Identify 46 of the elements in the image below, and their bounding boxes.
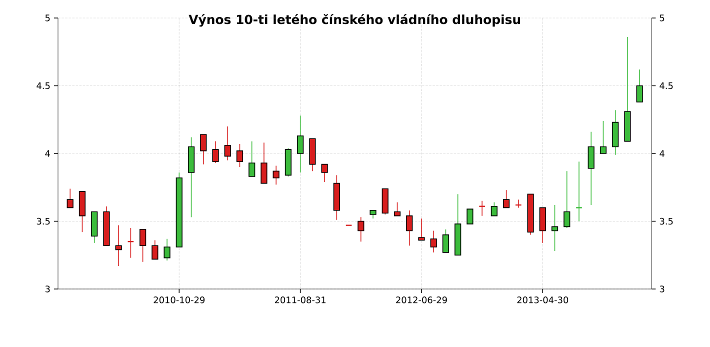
candlestick bbox=[140, 228, 146, 262]
candlestick bbox=[115, 224, 122, 266]
candlestick bbox=[418, 218, 425, 241]
candlestick bbox=[224, 126, 231, 161]
x-tick-label: 2010-10-29 bbox=[154, 296, 205, 304]
candlestick bbox=[358, 216, 364, 242]
candlestick bbox=[600, 120, 607, 154]
candlestick bbox=[490, 202, 498, 216]
candlestick bbox=[406, 210, 413, 246]
candlestick bbox=[272, 165, 280, 186]
y-tick-label: 3 bbox=[45, 286, 50, 292]
y-tick-label: 4.5 bbox=[36, 82, 50, 90]
y2-tick-label: 3 bbox=[660, 286, 664, 292]
y2-tick-label: 5 bbox=[660, 14, 664, 22]
candlestick bbox=[588, 131, 594, 206]
candlestick bbox=[164, 238, 170, 261]
x-tick-label: 2012-06-29 bbox=[396, 296, 447, 304]
candlestick bbox=[636, 69, 643, 102]
y2-tick-label: 3.5 bbox=[660, 218, 673, 225]
y-tick-label: 5 bbox=[45, 14, 50, 22]
candlestick bbox=[430, 230, 437, 253]
y-tick-label: 3.5 bbox=[36, 218, 50, 225]
candlestick bbox=[152, 240, 158, 260]
candlestick bbox=[321, 164, 328, 182]
candlestick bbox=[212, 140, 219, 164]
x-tick-label: 2011-08-31 bbox=[274, 296, 326, 304]
y-tick-label: 4 bbox=[45, 150, 50, 157]
candlestick bbox=[478, 200, 486, 216]
candlestick bbox=[200, 134, 207, 165]
candlestick bbox=[236, 144, 244, 168]
candlestick bbox=[466, 208, 474, 224]
y2-tick-label: 4 bbox=[660, 150, 664, 157]
candlestick bbox=[564, 170, 570, 228]
chart-title: Výnos 10-ti letého čínského vládního dluhopisu bbox=[188, 14, 520, 27]
candlestick bbox=[442, 228, 450, 253]
candlestick bbox=[503, 190, 510, 208]
x-tick-label: 2013-04-30 bbox=[517, 296, 568, 304]
candlestick bbox=[297, 115, 304, 173]
y2-tick-label: 4.5 bbox=[660, 82, 673, 90]
candlestick bbox=[248, 140, 256, 177]
candlestick bbox=[551, 204, 558, 252]
candlestick bbox=[394, 202, 401, 216]
candlestick bbox=[260, 142, 268, 184]
candlestick bbox=[66, 188, 74, 208]
candlestick bbox=[576, 161, 583, 222]
candlestick bbox=[539, 207, 546, 244]
